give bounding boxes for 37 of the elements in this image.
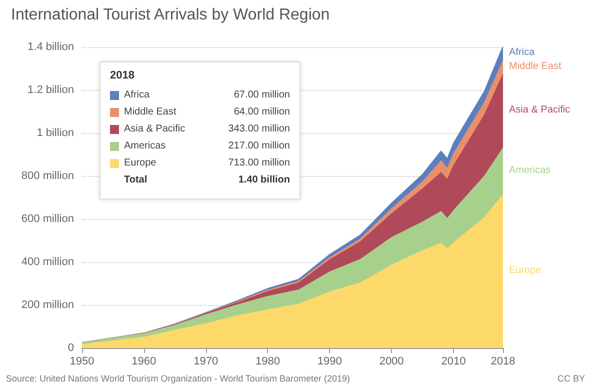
y-tick-label: 1.2 billion: [28, 84, 74, 96]
annotation: 64.00 million: [234, 106, 290, 118]
y-tick-label: 1 billion: [36, 127, 74, 139]
annotation: 343.00 million: [228, 124, 290, 134]
annotation: 1.40 billion: [238, 174, 290, 186]
x-tick-label: 1980: [255, 356, 280, 368]
legend-label: Europe: [124, 158, 157, 168]
y-tick-label: 600 million: [21, 213, 74, 225]
x-tick-label: 1960: [132, 356, 156, 368]
y-tick-label: 200 million: [21, 299, 74, 311]
source-note: Source: United Nations World Tourism Organization - World Tourism Barometer (2019): [6, 374, 350, 384]
annotation: 67.00 million: [234, 90, 290, 100]
x-tick-label: 1990: [317, 356, 342, 368]
text: Europe: [509, 264, 542, 276]
x-tick-label: 2018: [490, 356, 516, 368]
legend-label: Asia & Pacific: [124, 124, 186, 134]
x-tick-label: 1950: [70, 356, 94, 368]
legend-label: Middle East: [124, 106, 176, 118]
text: Americas: [509, 164, 551, 176]
chart-title: International Tourist Arrivals by World Region: [11, 6, 330, 24]
annotation: 217.00 million: [228, 140, 290, 152]
y-tick-label: 800 million: [21, 170, 74, 182]
y-tick-label: 400 million: [21, 256, 74, 268]
text: Asia & Pacific: [509, 104, 570, 116]
annotation: 2018: [110, 70, 134, 82]
x-tick-label: 2010: [441, 356, 466, 368]
annotation: 713.00 million: [228, 158, 290, 168]
x-tick-label: 2000: [379, 356, 404, 368]
legend-label: Americas: [124, 140, 166, 152]
text: Middle East: [509, 60, 562, 72]
x-tick-label: 1970: [194, 356, 218, 368]
legend-label: Africa: [124, 90, 150, 100]
annotation: Total: [124, 174, 148, 186]
y-tick-label: 1.4 billion: [28, 41, 74, 53]
y-tick-label: 0: [68, 342, 74, 354]
text: CC BY: [557, 374, 586, 384]
text: Africa: [509, 46, 535, 58]
